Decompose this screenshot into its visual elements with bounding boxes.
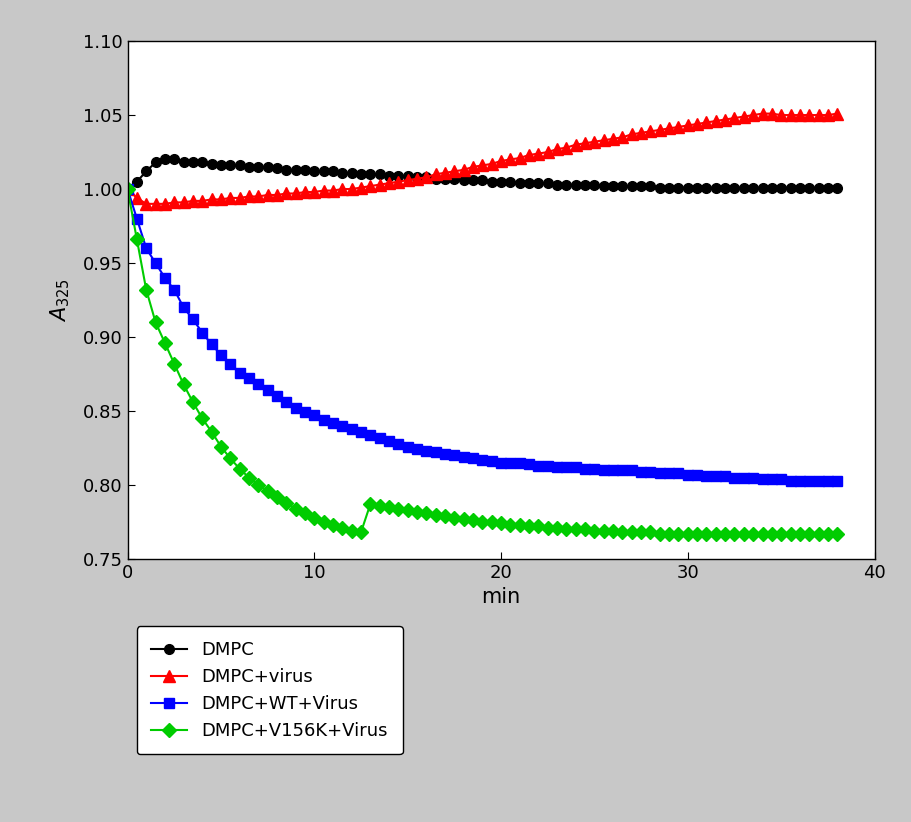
- DMPC+WT+Virus: [785, 476, 796, 486]
- DMPC+V156K+Virus: [122, 184, 133, 194]
- DMPC+WT+Virus: [364, 430, 376, 440]
- DMPC: [374, 169, 385, 179]
- DMPC+virus: [141, 199, 152, 209]
- DMPC+WT+Virus: [355, 427, 366, 436]
- DMPC+V156K+Virus: [364, 499, 376, 509]
- DMPC+WT+Virus: [262, 386, 273, 395]
- DMPC+virus: [757, 109, 768, 118]
- DMPC+V156K+Virus: [355, 528, 366, 538]
- DMPC+WT+Virus: [832, 476, 843, 486]
- DMPC+WT+Virus: [412, 445, 423, 455]
- DMPC+WT+Virus: [514, 458, 525, 468]
- DMPC+virus: [374, 180, 385, 190]
- DMPC+V156K+Virus: [514, 520, 525, 530]
- DMPC+V156K+Virus: [654, 529, 665, 538]
- DMPC: [364, 169, 376, 179]
- DMPC+V156K+Virus: [832, 529, 843, 538]
- DMPC+virus: [440, 168, 451, 178]
- DMPC: [159, 155, 170, 164]
- DMPC+V156K+Virus: [262, 486, 273, 496]
- Y-axis label: $A_{325}$: $A_{325}$: [48, 278, 72, 322]
- DMPC: [122, 184, 133, 194]
- DMPC+virus: [364, 181, 376, 191]
- DMPC+virus: [122, 184, 133, 194]
- DMPC+WT+Virus: [122, 184, 133, 194]
- DMPC: [524, 178, 535, 188]
- Line: DMPC+V156K+Virus: DMPC+V156K+Virus: [123, 184, 842, 538]
- DMPC+virus: [524, 150, 535, 160]
- X-axis label: min: min: [481, 588, 521, 607]
- DMPC+V156K+Virus: [430, 510, 441, 520]
- Line: DMPC+virus: DMPC+virus: [122, 108, 843, 210]
- DMPC+virus: [832, 109, 843, 118]
- DMPC+virus: [421, 173, 432, 182]
- Line: DMPC+WT+Virus: DMPC+WT+Virus: [123, 184, 842, 486]
- DMPC: [271, 164, 282, 173]
- DMPC+virus: [271, 190, 282, 200]
- DMPC: [421, 173, 432, 182]
- Legend: DMPC, DMPC+virus, DMPC+WT+Virus, DMPC+V156K+Virus: DMPC, DMPC+virus, DMPC+WT+Virus, DMPC+V1…: [137, 626, 403, 755]
- Line: DMPC: DMPC: [123, 155, 842, 194]
- DMPC: [832, 182, 843, 192]
- DMPC: [440, 173, 451, 183]
- DMPC+V156K+Virus: [412, 506, 423, 516]
- DMPC+WT+Virus: [430, 447, 441, 457]
